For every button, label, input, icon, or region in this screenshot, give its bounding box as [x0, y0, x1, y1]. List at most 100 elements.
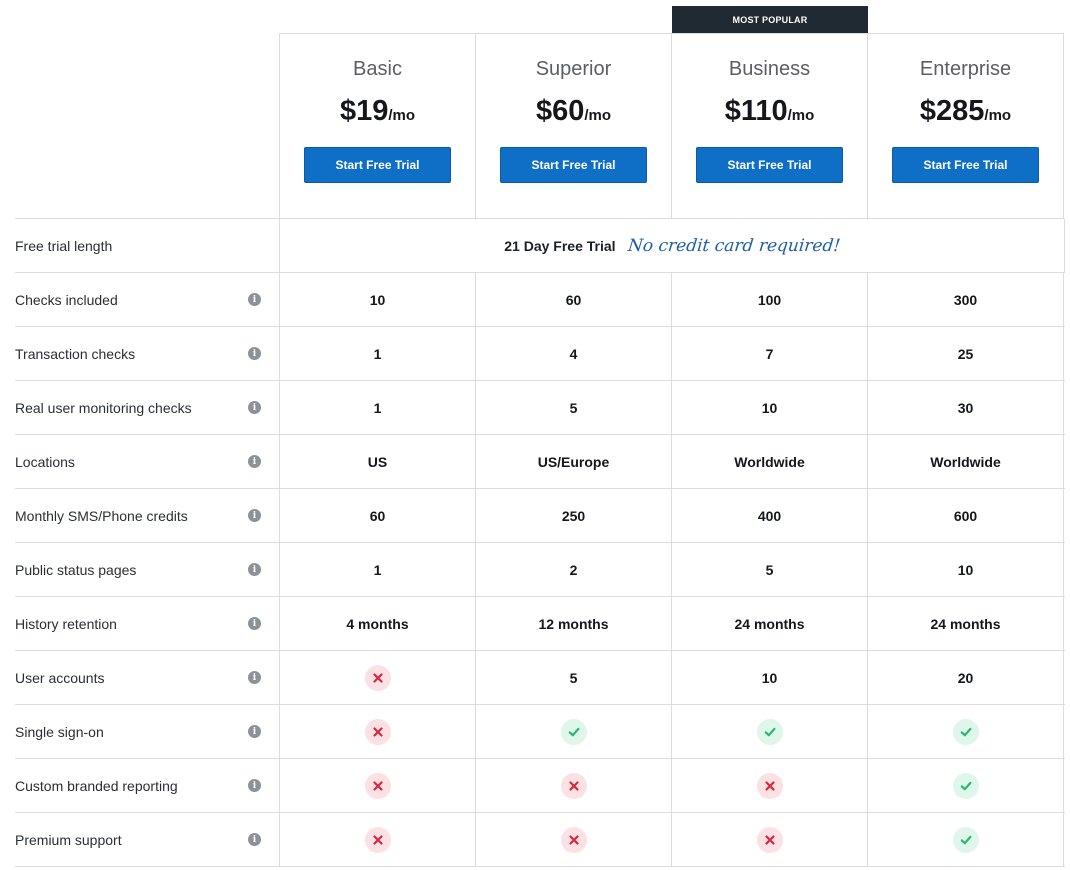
- check-icon: [560, 718, 587, 745]
- feature-availability-cell: [867, 813, 1064, 866]
- start-trial-button-superior[interactable]: Start Free Trial: [500, 147, 647, 183]
- feature-availability-cell: [475, 705, 671, 758]
- feature-label: Custom branded reporting i: [15, 759, 279, 812]
- start-trial-button-enterprise[interactable]: Start Free Trial: [892, 147, 1039, 183]
- feature-label-text: Checks included: [15, 291, 118, 308]
- feature-value-cell: 400: [671, 489, 867, 542]
- feature-value-cell: 300: [867, 273, 1064, 326]
- plan-price: $110/mo: [725, 95, 815, 128]
- feature-value-cell: 1: [279, 381, 475, 434]
- feature-value-cell: 20: [867, 651, 1064, 704]
- trial-cell: 21 Day Free Trial No credit card require…: [279, 219, 1065, 272]
- info-icon[interactable]: i: [248, 509, 261, 522]
- feature-label-text: Free trial length: [15, 237, 113, 254]
- feature-value-cell: 600: [867, 489, 1064, 542]
- feature-availability-cell: [475, 759, 671, 812]
- price-amount: $60: [535, 95, 585, 127]
- cross-icon: [756, 826, 783, 853]
- info-icon[interactable]: i: [248, 779, 261, 792]
- check-icon: [952, 772, 979, 799]
- feature-label: Locations i: [15, 435, 279, 488]
- feature-value-cell: 5: [671, 543, 867, 596]
- feature-value-cell: 5: [475, 651, 671, 704]
- plan-basic: Basic $19/mo Start Free Trial: [279, 33, 475, 219]
- feature-row: Checks included i 10 60 100 300: [15, 273, 1065, 327]
- feature-value-cell: 2: [475, 543, 671, 596]
- feature-value-cell: 24 months: [867, 597, 1064, 650]
- feature-value-cell: 25: [867, 327, 1064, 380]
- feature-value-cell: 10: [671, 381, 867, 434]
- feature-label: Transaction checks i: [15, 327, 279, 380]
- feature-label: Public status pages i: [15, 543, 279, 596]
- info-icon[interactable]: i: [248, 617, 261, 630]
- no-credit-card-note: No credit card required!: [626, 235, 841, 256]
- feature-value-cell: Worldwide: [867, 435, 1064, 488]
- info-icon[interactable]: i: [248, 833, 261, 846]
- plan-header-row: Basic $19/mo Start Free Trial Superior $…: [15, 33, 1065, 219]
- feature-value-cell: 5: [475, 381, 671, 434]
- feature-label-text: History retention: [15, 615, 117, 632]
- feature-label-text: Premium support: [15, 831, 122, 848]
- price-period: /mo: [787, 107, 815, 124]
- feature-label-text: Locations: [15, 453, 75, 470]
- cross-icon: [560, 826, 587, 853]
- feature-label: User accounts i: [15, 651, 279, 704]
- info-icon[interactable]: i: [248, 401, 261, 414]
- info-icon[interactable]: i: [248, 563, 261, 576]
- feature-row: Transaction checks i 1 4 7 25: [15, 327, 1065, 381]
- feature-value-cell: 10: [279, 273, 475, 326]
- header-spacer: [15, 33, 279, 219]
- feature-label: Real user monitoring checks i: [15, 381, 279, 434]
- cross-icon: [364, 664, 391, 691]
- feature-label: Premium support i: [15, 813, 279, 866]
- info-icon[interactable]: i: [248, 725, 261, 738]
- check-icon: [756, 718, 783, 745]
- pricing-table: Basic $19/mo Start Free Trial Superior $…: [15, 33, 1065, 867]
- check-icon: [952, 718, 979, 745]
- feature-label: Single sign-on i: [15, 705, 279, 758]
- feature-value-cell: 24 months: [671, 597, 867, 650]
- cross-icon: [364, 718, 391, 745]
- info-icon[interactable]: i: [248, 347, 261, 360]
- feature-row: Public status pages i 1 2 5 10: [15, 543, 1065, 597]
- plan-business: Business $110/mo Start Free Trial: [671, 33, 867, 219]
- feature-value-cell: 4: [475, 327, 671, 380]
- feature-label-text: Real user monitoring checks: [15, 399, 192, 416]
- start-trial-button-basic[interactable]: Start Free Trial: [304, 147, 451, 183]
- feature-value-cell: 4 months: [279, 597, 475, 650]
- feature-label-text: Monthly SMS/Phone credits: [15, 507, 188, 524]
- feature-value-cell: US: [279, 435, 475, 488]
- plan-superior: Superior $60/mo Start Free Trial: [475, 33, 671, 219]
- feature-label-text: Single sign-on: [15, 723, 104, 740]
- info-icon[interactable]: i: [248, 455, 261, 468]
- plan-name: Enterprise: [919, 58, 1012, 80]
- cross-icon: [560, 772, 587, 799]
- feature-label: Free trial length: [15, 219, 279, 272]
- price-period: /mo: [388, 107, 416, 124]
- feature-availability-cell: [671, 813, 867, 866]
- feature-row: Monthly SMS/Phone credits i 60 250 400 600: [15, 489, 1065, 543]
- feature-row: Premium support i: [15, 813, 1065, 867]
- price-amount: $19: [339, 95, 389, 127]
- trial-row: Free trial length 21 Day Free Trial No c…: [15, 219, 1065, 273]
- check-icon: [952, 826, 979, 853]
- most-popular-badge: MOST POPULAR: [672, 6, 868, 33]
- feature-label: History retention i: [15, 597, 279, 650]
- feature-row: Real user monitoring checks i 1 5 10 30: [15, 381, 1065, 435]
- info-icon[interactable]: i: [248, 293, 261, 306]
- feature-availability-cell: [867, 705, 1064, 758]
- start-trial-button-business[interactable]: Start Free Trial: [696, 147, 843, 183]
- feature-value-cell: Worldwide: [671, 435, 867, 488]
- feature-value-cell: 1: [279, 327, 475, 380]
- feature-rows: Checks included i 10 60 100 300 Transaction ch…: [15, 273, 1065, 867]
- feature-value-cell: 10: [671, 651, 867, 704]
- feature-value-cell: 60: [475, 273, 671, 326]
- trial-value: 21 Day Free Trial: [504, 237, 616, 254]
- price-amount: $110: [724, 95, 788, 127]
- price-period: /mo: [984, 107, 1012, 124]
- feature-row: Locations i US US/Europe Worldwide Worldwide: [15, 435, 1065, 489]
- feature-value-cell: 100: [671, 273, 867, 326]
- info-icon[interactable]: i: [248, 671, 261, 684]
- feature-row: Single sign-on i: [15, 705, 1065, 759]
- cross-icon: [364, 772, 391, 799]
